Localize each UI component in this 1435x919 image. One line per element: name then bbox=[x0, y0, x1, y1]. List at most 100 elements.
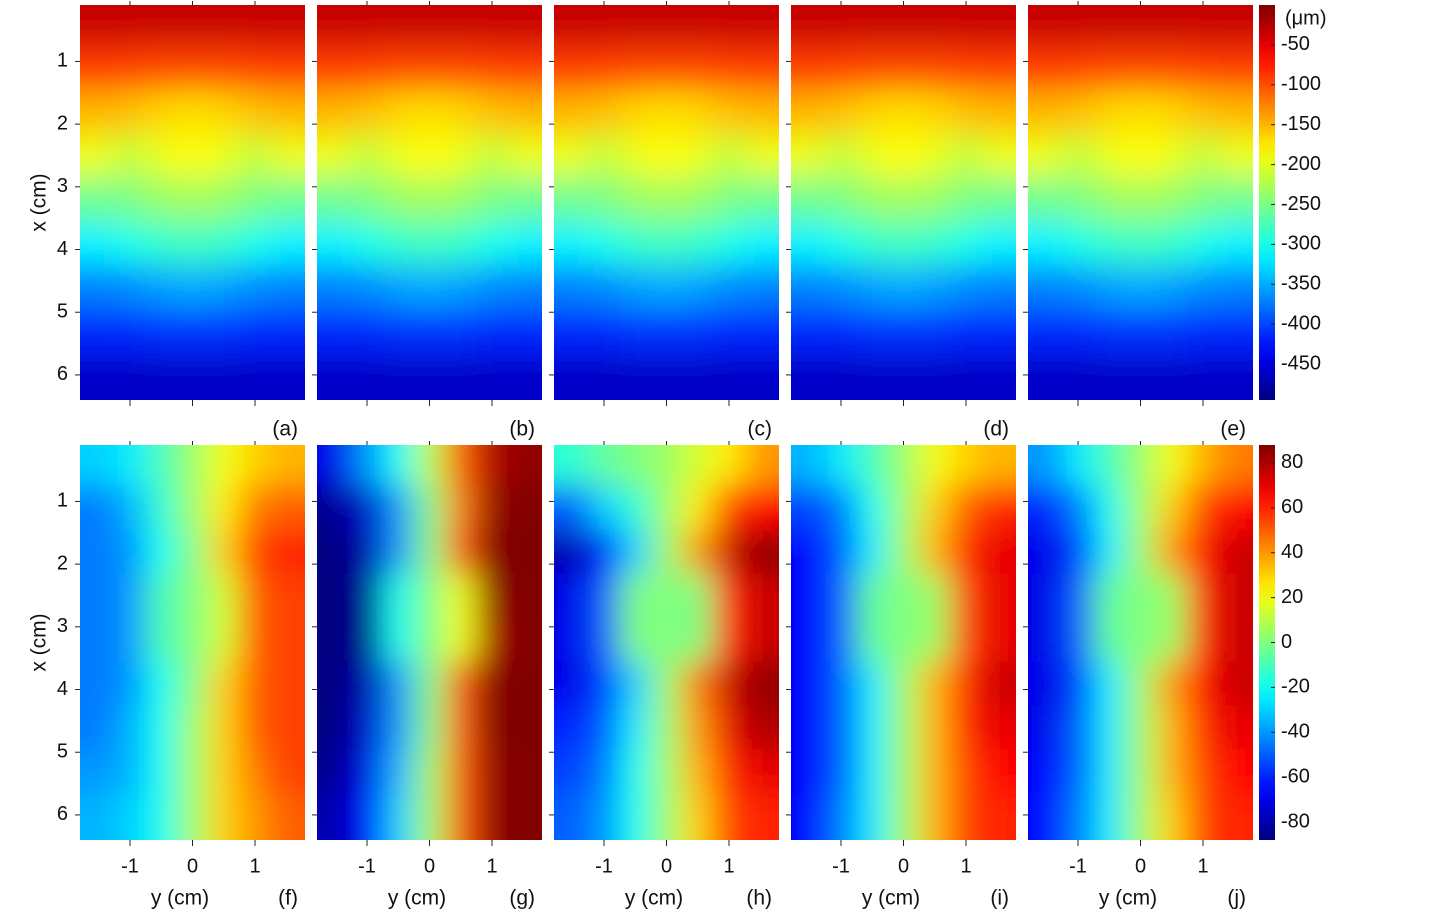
heatmap-cell bbox=[554, 485, 589, 531]
heatmap-cell bbox=[270, 265, 305, 310]
heatmap-cell bbox=[1028, 221, 1063, 266]
heatmap-cell bbox=[1124, 133, 1157, 178]
heatmap-cell bbox=[317, 177, 352, 222]
heatmap-cell bbox=[950, 89, 983, 135]
x-tick-label: 1 bbox=[486, 855, 497, 877]
heatmap-cell bbox=[1187, 485, 1220, 531]
heatmap-cell bbox=[1187, 265, 1220, 310]
x-tick-label: -1 bbox=[595, 855, 613, 877]
heatmap-cell bbox=[856, 133, 889, 178]
heatmap-cell bbox=[351, 177, 384, 222]
heatmap-cell bbox=[176, 749, 209, 794]
heatmap-cell bbox=[1156, 661, 1188, 706]
heatmap-cell bbox=[208, 177, 240, 222]
heatmap-cell bbox=[80, 133, 115, 178]
heatmap-cell bbox=[80, 705, 115, 750]
heatmap-cell bbox=[351, 45, 384, 91]
heatmap-cell bbox=[1124, 177, 1157, 222]
heatmap-cell bbox=[317, 221, 352, 266]
heatmap-cell bbox=[507, 749, 542, 794]
heatmap-cell bbox=[791, 45, 826, 91]
heatmap-cell bbox=[981, 792, 1016, 840]
heatmap-cell bbox=[80, 617, 115, 662]
heatmap-cell bbox=[1062, 661, 1095, 706]
y-tick-label: 6 bbox=[57, 803, 68, 825]
heatmap-cell bbox=[1124, 749, 1157, 794]
heatmap-cell bbox=[619, 133, 652, 178]
heatmap-cell bbox=[413, 529, 446, 575]
heatmap-cell bbox=[445, 352, 477, 400]
heatmap-cell bbox=[1124, 705, 1157, 750]
heatmap-cell bbox=[1124, 792, 1157, 840]
heatmap-cell bbox=[351, 445, 384, 487]
heatmap-cell bbox=[682, 5, 714, 47]
heatmap-cell bbox=[856, 309, 889, 354]
heatmap-cell bbox=[317, 529, 352, 575]
heatmap-cell bbox=[744, 749, 779, 794]
heatmap-cell bbox=[1028, 705, 1063, 750]
heatmap-cell bbox=[744, 265, 779, 310]
heatmap-cell bbox=[176, 573, 209, 618]
heatmap-cell bbox=[1187, 749, 1220, 794]
y-tick-label: 5 bbox=[57, 301, 68, 323]
heatmap-cell bbox=[413, 749, 446, 794]
heatmap-cell bbox=[239, 749, 272, 794]
heatmap-cell bbox=[145, 661, 178, 706]
heatmap-cell bbox=[588, 573, 621, 618]
heatmap-cell bbox=[713, 705, 746, 750]
panel bbox=[1028, 445, 1253, 840]
heatmap-cell bbox=[588, 5, 621, 47]
heatmap-cell bbox=[1093, 617, 1126, 662]
heatmap-cell bbox=[445, 5, 477, 47]
heatmap-cell bbox=[744, 309, 779, 354]
panel-label: (b) bbox=[509, 418, 535, 441]
heatmap-cell bbox=[950, 792, 983, 840]
heatmap-cell bbox=[650, 445, 683, 487]
y-tick-label: 6 bbox=[57, 363, 68, 385]
panel bbox=[791, 445, 1016, 840]
heatmap-cell bbox=[1062, 749, 1095, 794]
heatmap-cell bbox=[713, 617, 746, 662]
heatmap-cell bbox=[351, 573, 384, 618]
heatmap-cell bbox=[1156, 792, 1188, 840]
heatmap-cell bbox=[856, 792, 889, 840]
heatmap-cell bbox=[713, 133, 746, 178]
colorbar-tick-label: -400 bbox=[1281, 312, 1321, 334]
heatmap-cell bbox=[1028, 573, 1063, 618]
heatmap-cell bbox=[351, 221, 384, 266]
heatmap-cell bbox=[176, 445, 209, 487]
heatmap-cell bbox=[445, 309, 477, 354]
heatmap-cell bbox=[588, 705, 621, 750]
heatmap-cell bbox=[145, 177, 178, 222]
heatmap-cell bbox=[588, 133, 621, 178]
heatmap-cell bbox=[507, 265, 542, 310]
heatmap-cell bbox=[1062, 445, 1095, 487]
heatmap-cell bbox=[856, 221, 889, 266]
heatmap-cell bbox=[476, 529, 509, 575]
heatmap-cell bbox=[825, 573, 858, 618]
heatmap-cell bbox=[208, 792, 240, 840]
heatmap-cell bbox=[713, 661, 746, 706]
heatmap-cell bbox=[1124, 661, 1157, 706]
x-tick-label: 1 bbox=[960, 855, 971, 877]
colorbar-tick-label: 40 bbox=[1281, 541, 1303, 563]
heatmap-cell bbox=[950, 573, 983, 618]
heatmap-cell bbox=[507, 221, 542, 266]
heatmap-cell bbox=[791, 573, 826, 618]
heatmap-cell bbox=[382, 45, 415, 91]
heatmap-cell bbox=[145, 221, 178, 266]
panel bbox=[554, 445, 779, 840]
heatmap-cell bbox=[114, 352, 147, 400]
heatmap-cell bbox=[856, 749, 889, 794]
heatmap-cell bbox=[919, 309, 951, 354]
heatmap-cell bbox=[317, 45, 352, 91]
heatmap-cell bbox=[507, 617, 542, 662]
heatmap-cell bbox=[791, 309, 826, 354]
heatmap-cell bbox=[713, 485, 746, 531]
heatmap-cell bbox=[208, 705, 240, 750]
heatmap-cell bbox=[1187, 661, 1220, 706]
heatmap-cell bbox=[208, 309, 240, 354]
heatmap-cell bbox=[507, 309, 542, 354]
heatmap-cell bbox=[1062, 529, 1095, 575]
heatmap-cell bbox=[1187, 792, 1220, 840]
